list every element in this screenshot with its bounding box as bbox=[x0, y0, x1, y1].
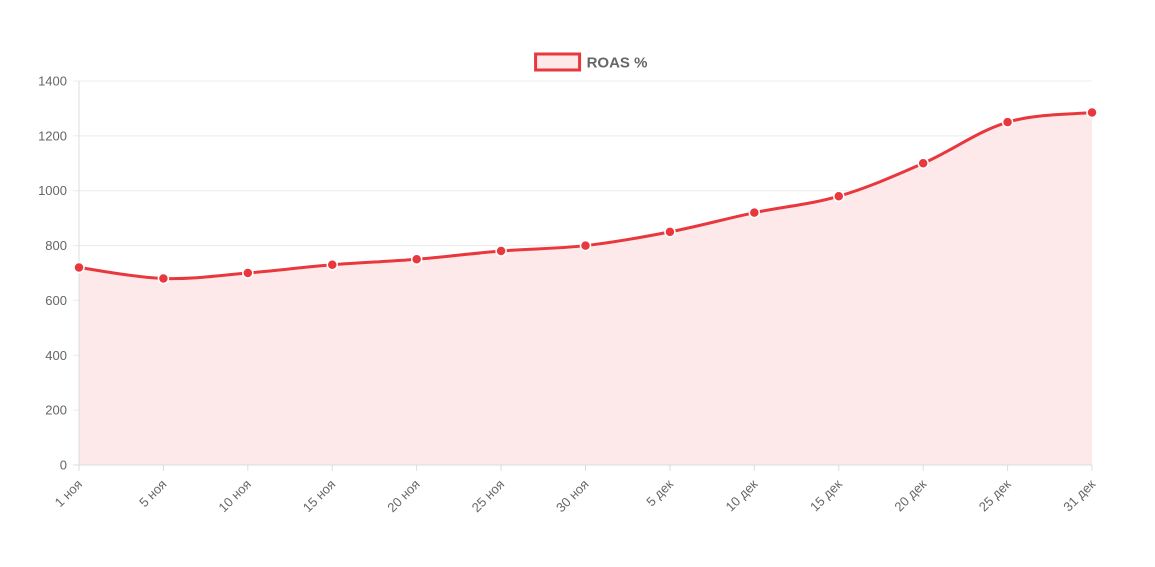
axes bbox=[73, 81, 1093, 471]
x-tick-label: 25 дек bbox=[976, 476, 1014, 514]
x-tick-label: 5 ноя bbox=[136, 477, 169, 510]
x-tick-label: 20 дек bbox=[891, 476, 929, 514]
legend-swatch[interactable] bbox=[534, 52, 582, 72]
data-point bbox=[917, 157, 929, 170]
y-tick-label: 1000 bbox=[38, 183, 67, 198]
x-tick-label: 20 ноя bbox=[384, 477, 423, 516]
y-tick-label: 800 bbox=[45, 238, 67, 253]
data-point bbox=[1086, 106, 1098, 119]
data-point bbox=[242, 267, 254, 279]
x-tick-label: 15 ноя bbox=[300, 477, 339, 516]
series-area bbox=[79, 112, 1092, 466]
x-tick-label: 30 ноя bbox=[553, 477, 592, 516]
y-tick-label: 200 bbox=[45, 403, 67, 418]
x-tick-label: 5 дек bbox=[643, 476, 676, 509]
y-axis-ticks: 0 200 400 600 800 1000 1200 1400 bbox=[38, 74, 67, 473]
data-point bbox=[326, 259, 338, 271]
data-point bbox=[664, 226, 676, 238]
x-axis-ticks: 1 ноя 5 ноя 10 ноя 15 ноя 20 ноя 25 ноя 30 ноя… bbox=[52, 476, 1099, 515]
data-point bbox=[73, 261, 85, 274]
data-point bbox=[157, 272, 170, 285]
data-point bbox=[748, 206, 761, 219]
x-tick-label: 31 дек bbox=[1060, 476, 1098, 514]
y-tick-label: 0 bbox=[60, 458, 67, 473]
x-tick-label: 15 дек bbox=[807, 476, 845, 514]
y-tick-label: 1400 bbox=[38, 74, 67, 89]
y-tick-label: 1200 bbox=[38, 128, 67, 143]
x-tick-label: 10 дек bbox=[723, 476, 761, 514]
y-tick-label: 400 bbox=[45, 348, 67, 363]
x-tick-label: 10 ноя bbox=[215, 477, 254, 516]
x-tick-label: 1 ноя bbox=[52, 477, 85, 510]
data-point bbox=[495, 245, 507, 257]
data-point bbox=[833, 190, 845, 202]
y-tick-label: 600 bbox=[45, 293, 67, 308]
data-points bbox=[73, 106, 1098, 285]
data-point bbox=[1001, 116, 1014, 128]
data-point bbox=[579, 239, 592, 252]
area-fill bbox=[79, 112, 1092, 466]
data-point bbox=[410, 253, 423, 266]
legend-label[interactable]: ROAS % bbox=[587, 55, 648, 72]
x-tick-label: 25 ноя bbox=[469, 477, 508, 516]
legend[interactable]: ROAS % bbox=[534, 52, 648, 72]
